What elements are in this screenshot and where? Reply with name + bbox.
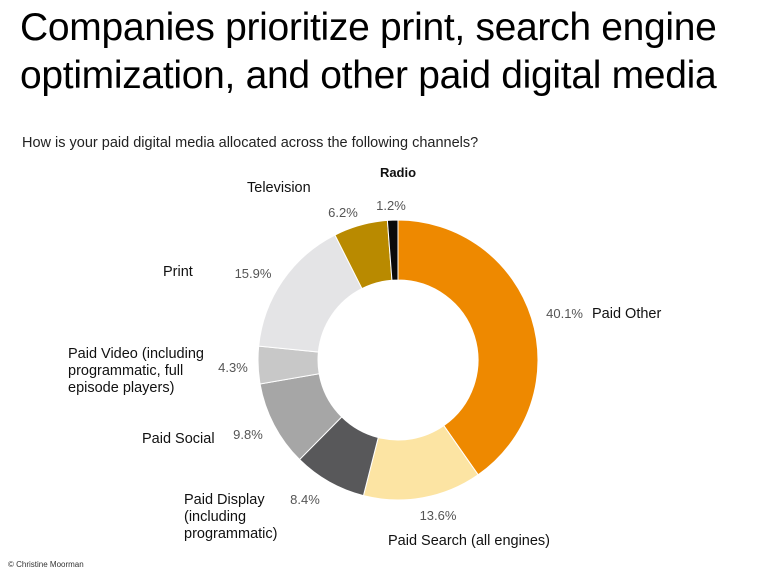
chart-subtitle: How is your paid digital media allocated…	[22, 135, 479, 151]
slice-label-paid-video-including-programmatic-full-episode-players: Paid Video (including programmatic, full e…	[68, 346, 204, 396]
slice-label-paid-social: Paid Social	[142, 431, 215, 447]
chart-title: Companies prioritize print, search engin…	[20, 6, 717, 97]
slice-value-paid-social: 9.8%	[233, 427, 263, 442]
slice-label-television: Television	[247, 180, 311, 196]
slice-value-radio: 1.2%	[376, 198, 406, 213]
slice-value-print: 15.9%	[235, 266, 272, 281]
donut-slice-radio	[386, 219, 399, 281]
slice-label-paid-display-including-programmatic: Paid Display (including programmatic)	[184, 492, 277, 542]
copyright-credit: © Christine Moorman	[8, 560, 84, 569]
slice-value-paid-other: 40.1%	[546, 306, 583, 321]
slice-value-paid-video-including-programmatic-full-episode-players: 4.3%	[218, 360, 248, 375]
slice-value-paid-display-including-programmatic: 8.4%	[290, 492, 320, 507]
slice-label-paid-other: Paid Other	[592, 306, 661, 322]
slice-value-television: 6.2%	[328, 205, 358, 220]
donut-slice-paid-other	[397, 219, 539, 476]
slice-label-radio: Radio	[380, 165, 416, 180]
slice-label-paid-search-all-engines: Paid Search (all engines)	[388, 533, 550, 549]
slice-value-paid-search-all-engines: 13.6%	[420, 508, 457, 523]
slice-label-print: Print	[163, 264, 193, 280]
